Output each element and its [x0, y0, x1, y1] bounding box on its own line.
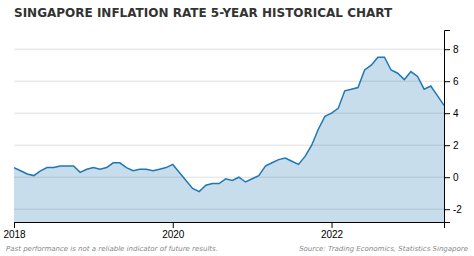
marks [14, 57, 444, 222]
x-tick: 2020 [162, 222, 185, 240]
title: SINGAPORE INFLATION RATE 5-YEAR HISTORIC… [14, 6, 393, 20]
footnote: Past performance is not a reliable indic… [6, 245, 218, 253]
y-tick-mark [444, 81, 450, 82]
x-tick-mark [173, 222, 174, 228]
x-tick-mark [14, 222, 15, 228]
x-axis: 2018 2020 2022 [3, 222, 444, 240]
x-tick-label: 2022 [321, 229, 344, 240]
y-tick-label: 2 [453, 140, 459, 151]
y-tick-mark [444, 177, 450, 178]
y-tick-mark [444, 49, 450, 50]
x-tick-label: 2020 [162, 229, 185, 240]
plot: 2018 2020 2022 -2 0 2 4 6 8 [3, 31, 462, 241]
y-tick-label: 8 [453, 44, 459, 55]
y-tick-label: -2 [453, 204, 462, 215]
y-axis-line [445, 31, 451, 223]
y-tick: 8 [444, 44, 459, 55]
y-tick: 6 [444, 76, 459, 87]
y-tick: 2 [444, 140, 459, 151]
x-tick-mark [332, 222, 333, 228]
y-tick-mark [444, 209, 450, 210]
y-tick: -2 [444, 204, 462, 215]
footnote: Source: Trading Economics, Statistics Si… [299, 245, 468, 253]
y-tick-mark [444, 113, 450, 114]
area [14, 57, 444, 222]
y-tick-label: 0 [453, 172, 459, 183]
chart: SINGAPORE INFLATION RATE 5-YEAR HISTORIC… [0, 0, 474, 256]
y-tick-label: 6 [453, 76, 459, 87]
line [14, 57, 444, 191]
x-tick: 2022 [321, 222, 344, 240]
y-tick-mark [444, 145, 450, 146]
y-tick-label: 4 [453, 108, 459, 119]
grid-line [14, 49, 444, 50]
x-tick-label: 2018 [3, 229, 26, 240]
x-axis-line [15, 223, 445, 229]
x-tick: 2018 [3, 222, 26, 240]
y-axis: -2 0 2 4 6 8 [444, 31, 462, 223]
y-tick: 4 [444, 108, 459, 119]
y-tick: 0 [444, 172, 459, 183]
